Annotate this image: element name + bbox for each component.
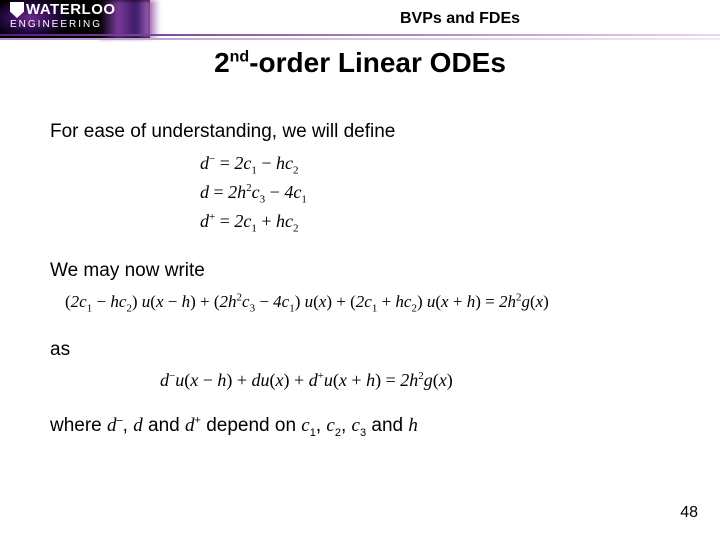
logo-text-top: WATERLOO: [26, 1, 116, 18]
long-eq-row: (2c1 − hc2) u(x − h) + (2h2c3 − 4c1) u(x…: [50, 291, 680, 316]
paragraph-3: as: [50, 338, 680, 362]
paragraph-1: For ease of understanding, we will defin…: [50, 120, 680, 144]
where-sep1: ,: [123, 415, 134, 436]
long-equation: (2c1 − hc2) u(x − h) + (2h2c3 − 4c1) u(x…: [50, 291, 680, 316]
slide-title: 2nd-order Linear ODEs: [0, 47, 720, 79]
header-divider-top: [0, 34, 720, 36]
where-depend: depend on: [201, 415, 301, 436]
title-superscript: nd: [230, 49, 250, 66]
def-row-1: d− = 2c1 − hc2: [50, 152, 680, 178]
compact-equation: d−u(x − h) + du(x) + d+u(x + h) = 2h2g(x…: [50, 369, 680, 392]
title-rest: -order Linear ODEs: [249, 47, 506, 78]
where-and2: and: [366, 415, 408, 436]
paragraph-2: We may now write: [50, 259, 680, 283]
slide-body: For ease of understanding, we will defin…: [50, 120, 680, 448]
where-prefix: where: [50, 415, 107, 436]
title-prefix: 2: [214, 47, 230, 78]
where-clause: where d–, d and d+ depend on c1, c2, c3 …: [50, 414, 680, 441]
page-number: 48: [680, 504, 698, 522]
def-row-2: d = 2h2c3 − 4c1: [50, 181, 680, 207]
definition-equations: d− = 2c1 − hc2 d = 2h2c3 − 4c1 d+ = 2c1 …: [50, 152, 680, 237]
logo-text-bottom: ENGINEERING: [10, 19, 116, 30]
header-divider-bottom: [0, 38, 720, 40]
shield-icon: [10, 2, 24, 18]
compact-eq-row: d−u(x − h) + du(x) + d+u(x + h) = 2h2g(x…: [50, 369, 680, 392]
def-row-3: d+ = 2c1 + hc2: [50, 210, 680, 236]
where-and1: and: [143, 415, 185, 436]
waterloo-logo: WATERLOO ENGINEERING: [10, 3, 116, 30]
